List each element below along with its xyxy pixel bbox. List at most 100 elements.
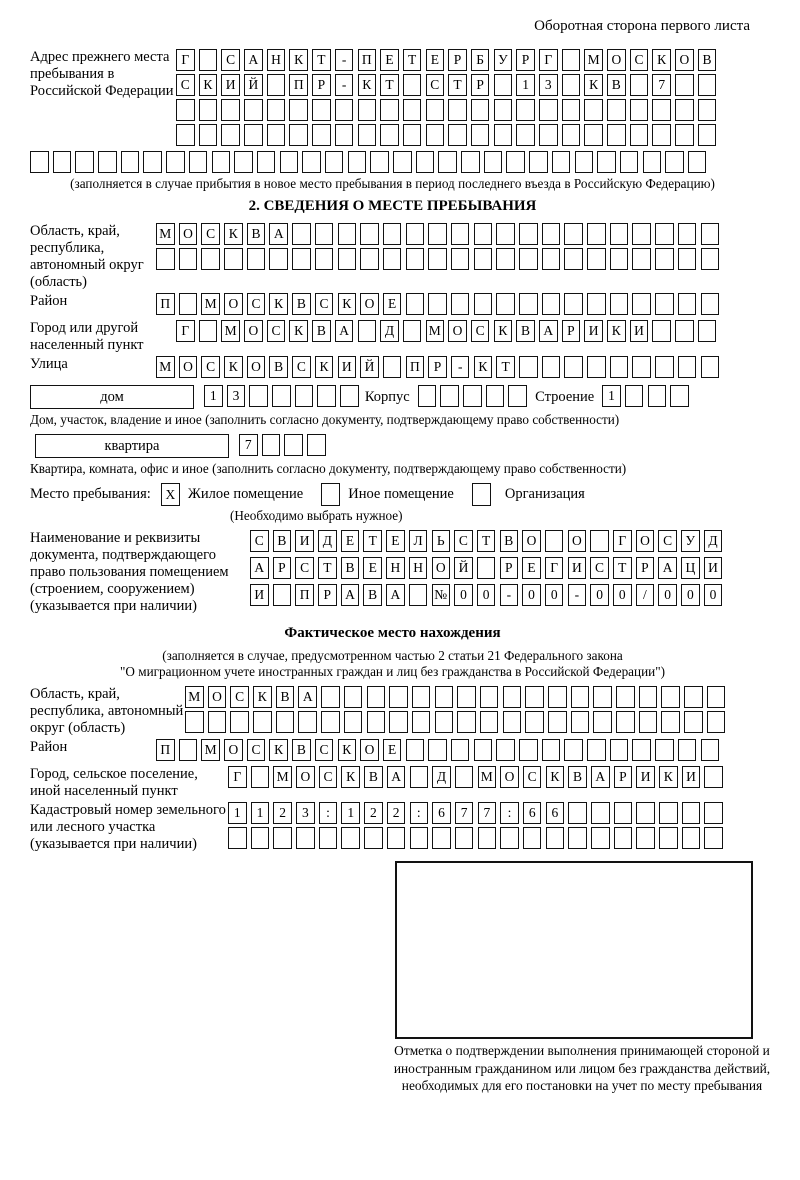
char-cell: О [431, 557, 450, 579]
char-cell [340, 385, 359, 407]
char-cell [655, 739, 674, 761]
char-cell: В [364, 766, 383, 788]
char-cell [574, 151, 593, 173]
char-cell [561, 74, 581, 96]
char-cell [638, 686, 658, 708]
char-cell [366, 686, 385, 708]
char-cell: С [295, 557, 314, 579]
char-cell [417, 385, 437, 407]
char-cell [684, 686, 703, 708]
char-cell: К [198, 74, 218, 96]
char-cell [279, 151, 299, 173]
char-cell [428, 223, 447, 245]
char-cell: 3 [226, 385, 246, 407]
char-cell [75, 151, 94, 173]
street-label: Улица [30, 356, 68, 372]
document-label: Наименование и реквизиты документа, подт… [30, 530, 229, 614]
char-cell [454, 827, 474, 849]
char-cell [548, 686, 567, 708]
char-cell: С [658, 530, 677, 552]
char-cell: С [201, 356, 220, 378]
char-cell [496, 248, 515, 270]
char-cell [652, 124, 671, 146]
char-cell [230, 711, 249, 733]
apartment-box-label: квартира [35, 434, 229, 458]
char-cell: Т [448, 74, 467, 96]
char-cell: Е [382, 739, 402, 761]
char-cell: В [246, 223, 266, 245]
char-cell: 1 [341, 802, 360, 824]
char-cell: 0 [544, 584, 564, 606]
char-cell [292, 248, 311, 270]
char-cell [697, 124, 717, 146]
stay-type-row: Место пребывания: X Жилое помещение Иное… [30, 483, 755, 506]
char-cell: П [357, 49, 376, 71]
char-cell [266, 99, 286, 121]
char-cell [616, 711, 635, 733]
char-cell [357, 124, 376, 146]
char-cell [519, 248, 538, 270]
char-cell: 1 [204, 385, 223, 407]
char-cell: О [224, 739, 243, 761]
char-cell [568, 827, 587, 849]
char-cell [570, 686, 590, 708]
char-cell: В [312, 320, 331, 342]
char-cell: П [289, 74, 308, 96]
char-cell [473, 248, 493, 270]
char-cell [564, 248, 583, 270]
char-cell [393, 151, 412, 173]
char-cell [224, 248, 243, 270]
char-cell [613, 802, 633, 824]
char-cell: Т [380, 74, 399, 96]
char-cell: М [221, 320, 240, 342]
char-cell: П [156, 739, 175, 761]
char-cell: С [176, 74, 195, 96]
char-cell: В [516, 320, 535, 342]
char-cell: Р [272, 557, 292, 579]
char-cell [675, 124, 694, 146]
char-cell [624, 385, 644, 407]
char-cell: Р [635, 557, 655, 579]
char-cell: К [253, 686, 272, 708]
char-cell [409, 766, 428, 788]
char-cell [473, 739, 493, 761]
char-cell [597, 151, 616, 173]
char-cell [188, 151, 208, 173]
char-cell [428, 248, 447, 270]
char-cell [405, 739, 425, 761]
char-cell [415, 151, 435, 173]
char-cell: О [224, 293, 243, 315]
char-cell [198, 320, 218, 342]
char-cell: Ц [681, 557, 700, 579]
char-cell: И [337, 356, 356, 378]
char-cell [616, 686, 635, 708]
char-cell: 6 [522, 802, 542, 824]
confirmation-stamp-note: Отметка о подтверждении выполнения прини… [393, 1043, 771, 1093]
char-cell: К [314, 356, 334, 378]
char-cell [156, 248, 175, 270]
char-cell: Г [544, 557, 564, 579]
char-cell: О [675, 49, 694, 71]
char-cell [632, 739, 651, 761]
char-cell [652, 99, 671, 121]
char-cell: 6 [545, 802, 565, 824]
char-cell [704, 827, 723, 849]
char-cell [493, 124, 513, 146]
char-cell: 3 [296, 802, 315, 824]
cell-row [185, 711, 730, 733]
char-cell: Г [539, 49, 558, 71]
char-cell [479, 686, 499, 708]
char-cell: К [607, 320, 626, 342]
char-cell: К [652, 49, 671, 71]
char-cell: Л [408, 530, 428, 552]
char-cell [593, 686, 612, 708]
char-cell [568, 802, 587, 824]
cell-row [156, 248, 723, 270]
char-cell [670, 385, 689, 407]
char-cell [334, 99, 354, 121]
char-cell: 0 [454, 584, 473, 606]
